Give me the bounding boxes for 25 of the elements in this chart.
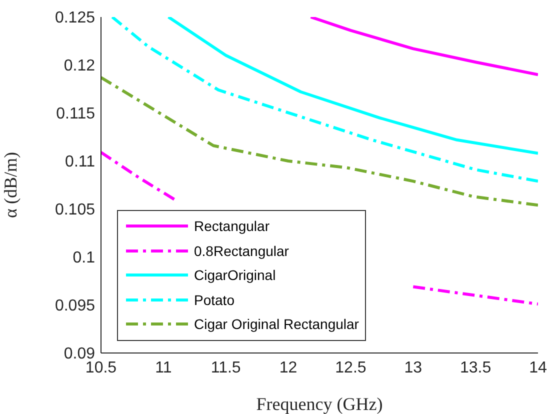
legend-label: Cigar Original Rectangular [194, 316, 359, 332]
legend-label: 0.8Rectangular [194, 242, 289, 259]
line-series [110, 17, 538, 183]
y-axis-title: α (dB/m) [0, 152, 20, 218]
x-tick-label: 13 [404, 359, 422, 376]
x-tick-label: 12 [279, 359, 298, 376]
line-series [166, 17, 538, 155]
line-series [309, 17, 538, 76]
x-tick-label: 11.5 [210, 359, 241, 376]
y-tick-label: 0.115 [56, 106, 96, 123]
y-tick-label: 0.1 [72, 250, 96, 267]
x-axis-title: Frequency (GHz) [256, 394, 383, 414]
legend-label: CigarOriginal [194, 267, 276, 284]
y-tick-label: 0.095 [54, 298, 96, 315]
x-tick-label: 12.5 [335, 359, 366, 376]
y-tick-label: 0.11 [65, 154, 96, 171]
y-tick-label: 0.12 [64, 58, 96, 75]
legend-label: Rectangular [194, 218, 270, 234]
x-tick-label: 14 [529, 359, 547, 376]
y-tick-label: 0.125 [54, 10, 96, 27]
x-tick-label: 13.5 [460, 359, 492, 376]
line-series [101, 76, 538, 207]
legend-label: Potato [194, 292, 234, 308]
x-tick-label: 11 [155, 359, 172, 376]
y-tick-label: 0.105 [54, 202, 96, 219]
